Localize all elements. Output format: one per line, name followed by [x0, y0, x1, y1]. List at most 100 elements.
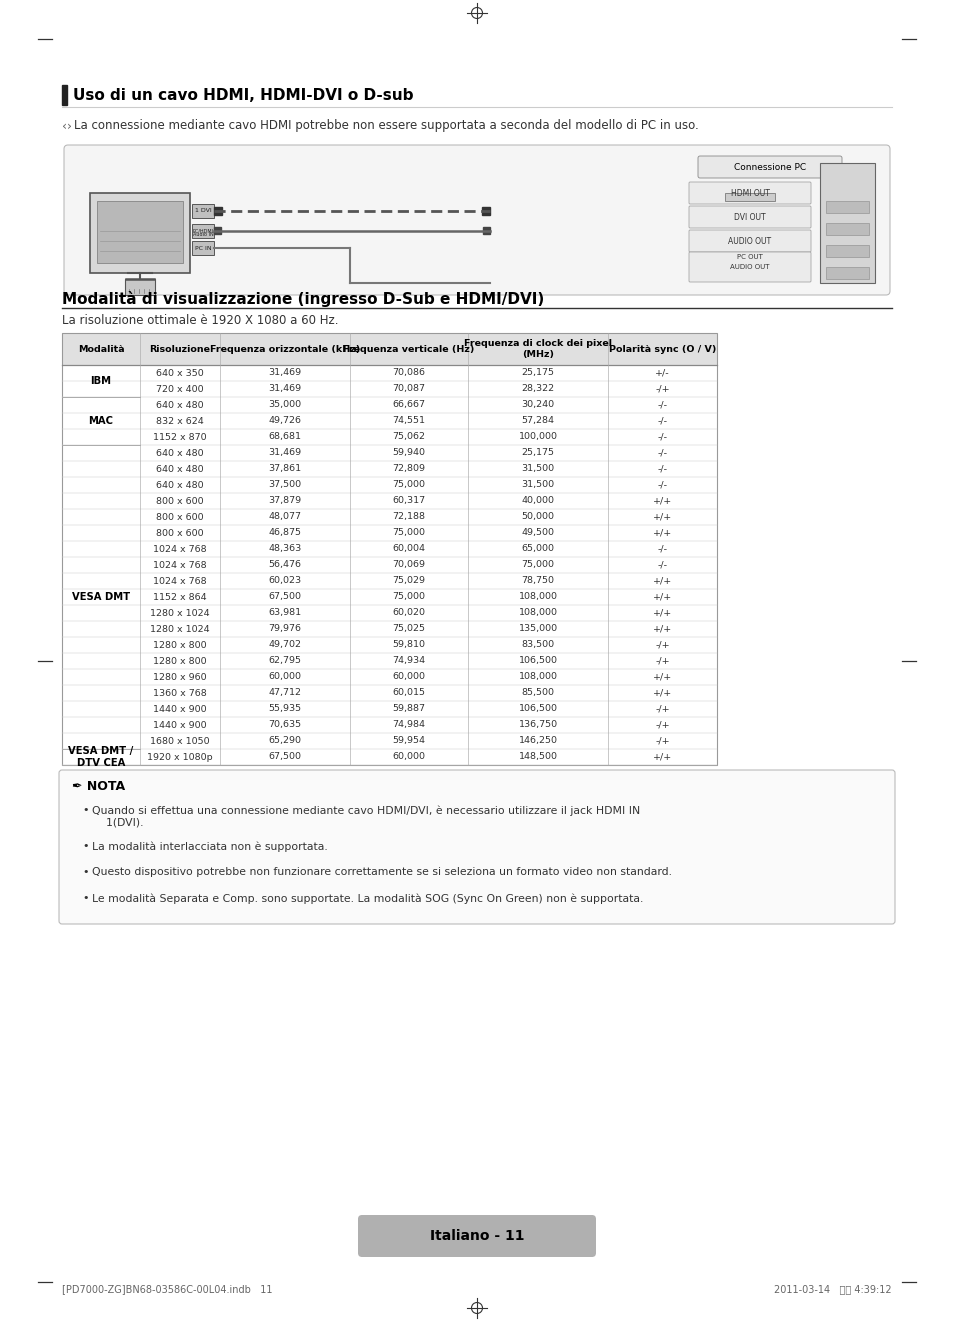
- Text: 56,476: 56,476: [268, 560, 301, 569]
- Bar: [62, 333, 717, 765]
- Text: 67,500: 67,500: [268, 593, 301, 601]
- Text: La modalità interlacciata non è supportata.: La modalità interlacciata non è supporta…: [91, 841, 328, 852]
- Text: 65,290: 65,290: [268, 737, 301, 745]
- Text: -/-: -/-: [657, 449, 667, 457]
- Text: -/-: -/-: [657, 432, 667, 441]
- Text: 800 x 600: 800 x 600: [156, 513, 204, 522]
- Text: 75,000: 75,000: [392, 528, 425, 538]
- Text: -/+: -/+: [655, 704, 669, 713]
- Text: +/+: +/+: [652, 609, 672, 617]
- FancyBboxPatch shape: [698, 156, 841, 178]
- Text: +/+: +/+: [652, 528, 672, 538]
- Bar: [62, 85, 67, 104]
- Text: IBM: IBM: [91, 376, 112, 386]
- Text: 60,000: 60,000: [392, 672, 425, 682]
- Text: -/-: -/-: [657, 400, 667, 410]
- Text: [PD7000-ZG]BN68-03586C-00L04.indb   11: [PD7000-ZG]BN68-03586C-00L04.indb 11: [62, 1284, 273, 1295]
- Text: 60,317: 60,317: [392, 497, 425, 506]
- Text: Connessione PC: Connessione PC: [733, 162, 805, 172]
- Bar: [213, 227, 221, 234]
- Text: ‹›: ‹›: [62, 119, 71, 132]
- Text: 640 x 480: 640 x 480: [156, 465, 204, 473]
- Text: 60,015: 60,015: [392, 688, 425, 697]
- Text: 78,750: 78,750: [521, 576, 554, 585]
- Text: -/-: -/-: [657, 465, 667, 473]
- Text: 60,000: 60,000: [268, 672, 301, 682]
- Text: 100,000: 100,000: [518, 432, 557, 441]
- Text: 146,250: 146,250: [518, 737, 557, 745]
- Text: 1440 x 900: 1440 x 900: [153, 704, 207, 713]
- Text: 70,635: 70,635: [268, 720, 301, 729]
- Text: +/+: +/+: [652, 593, 672, 601]
- Text: 25,175: 25,175: [521, 369, 554, 378]
- Text: 2011-03-14   오후 4:39:12: 2011-03-14 오후 4:39:12: [774, 1284, 891, 1295]
- Text: PC/HDMI: PC/HDMI: [193, 229, 213, 234]
- Text: 1280 x 800: 1280 x 800: [153, 657, 207, 666]
- Bar: [820, 162, 874, 283]
- Text: 1280 x 800: 1280 x 800: [153, 641, 207, 650]
- Bar: [825, 223, 868, 235]
- Text: Uso di un cavo HDMI, HDMI-DVI o D-sub: Uso di un cavo HDMI, HDMI-DVI o D-sub: [73, 87, 413, 103]
- Text: 59,940: 59,940: [392, 449, 425, 457]
- Text: 75,025: 75,025: [392, 625, 425, 634]
- Text: 148,500: 148,500: [518, 753, 557, 761]
- Text: 136,750: 136,750: [517, 720, 557, 729]
- Bar: [97, 201, 183, 263]
- Text: 75,062: 75,062: [392, 432, 425, 441]
- Text: +/+: +/+: [652, 625, 672, 634]
- Text: 49,500: 49,500: [521, 528, 554, 538]
- Text: 1024 x 768: 1024 x 768: [153, 560, 207, 569]
- Text: 800 x 600: 800 x 600: [156, 528, 204, 538]
- Text: 1 DVI: 1 DVI: [194, 209, 212, 214]
- Bar: [125, 279, 154, 295]
- Bar: [724, 193, 774, 201]
- Text: -/+: -/+: [655, 641, 669, 650]
- Text: -/-: -/-: [657, 416, 667, 425]
- Text: Frequenza di clock dei pixel
(MHz): Frequenza di clock dei pixel (MHz): [463, 339, 612, 359]
- Text: •: •: [82, 841, 89, 851]
- Text: Quando si effettua una connessione mediante cavo HDMI/DVI, è necessario utilizza: Quando si effettua una connessione media…: [91, 804, 639, 827]
- Bar: [482, 227, 490, 234]
- FancyBboxPatch shape: [357, 1215, 596, 1258]
- Text: 65,000: 65,000: [521, 544, 554, 553]
- Text: 31,500: 31,500: [521, 481, 554, 490]
- Text: •: •: [82, 893, 89, 904]
- Text: 74,934: 74,934: [392, 657, 425, 666]
- Text: PC IN: PC IN: [194, 246, 212, 251]
- Text: +/-: +/-: [655, 369, 669, 378]
- Text: 108,000: 108,000: [518, 609, 557, 617]
- Text: 28,322: 28,322: [521, 384, 554, 394]
- Text: HDMI OUT: HDMI OUT: [730, 189, 769, 198]
- Text: +/+: +/+: [652, 513, 672, 522]
- Text: •: •: [82, 804, 89, 815]
- Text: 640 x 480: 640 x 480: [156, 400, 204, 410]
- Text: 70,069: 70,069: [392, 560, 425, 569]
- FancyBboxPatch shape: [688, 182, 810, 203]
- Text: 108,000: 108,000: [518, 672, 557, 682]
- Text: 31,500: 31,500: [521, 465, 554, 473]
- Text: 40,000: 40,000: [521, 497, 554, 506]
- Text: Polarità sync (O / V): Polarità sync (O / V): [608, 345, 716, 354]
- Text: +/+: +/+: [652, 688, 672, 697]
- Text: 640 x 350: 640 x 350: [156, 369, 204, 378]
- Text: 106,500: 106,500: [518, 704, 557, 713]
- Text: Audio IN: Audio IN: [193, 232, 213, 238]
- Text: 832 x 624: 832 x 624: [156, 416, 204, 425]
- Text: 30,240: 30,240: [521, 400, 554, 410]
- Text: Risoluzione: Risoluzione: [150, 345, 211, 354]
- FancyBboxPatch shape: [59, 770, 894, 923]
- FancyBboxPatch shape: [688, 230, 810, 252]
- Text: 46,875: 46,875: [268, 528, 301, 538]
- Text: 1152 x 870: 1152 x 870: [153, 432, 207, 441]
- Text: -/+: -/+: [655, 720, 669, 729]
- Text: 67,500: 67,500: [268, 753, 301, 761]
- Text: 59,954: 59,954: [392, 737, 425, 745]
- Text: ✒ NOTA: ✒ NOTA: [71, 781, 125, 794]
- Text: 75,000: 75,000: [392, 481, 425, 490]
- Text: MAC: MAC: [89, 416, 113, 425]
- Text: 1280 x 960: 1280 x 960: [153, 672, 207, 682]
- Text: 60,020: 60,020: [392, 609, 425, 617]
- Text: 85,500: 85,500: [521, 688, 554, 697]
- Text: +/+: +/+: [652, 576, 672, 585]
- Text: -/-: -/-: [657, 560, 667, 569]
